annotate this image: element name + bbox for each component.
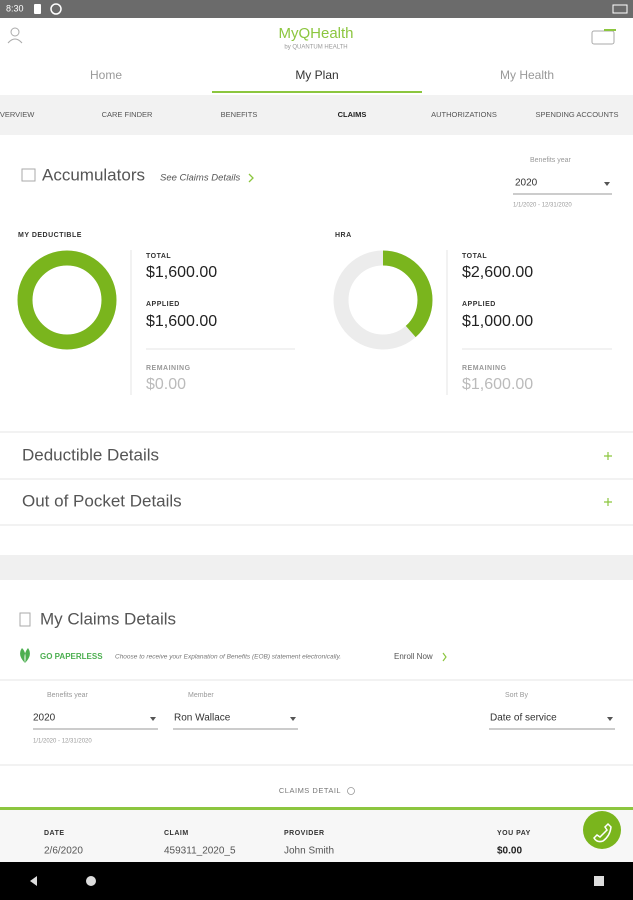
date-range: 1/1/2020 - 12/31/2020 — [513, 203, 572, 209]
table-accent — [0, 807, 633, 810]
table-header: CLAIM — [164, 830, 189, 837]
logo: MyQHealth — [278, 25, 353, 42]
claims-detail-label: CLAIMS DETAIL — [279, 786, 341, 795]
logo-sub: by QUANTUM HEALTH — [284, 45, 347, 51]
subnav-item[interactable]: OVERVIEW — [0, 110, 35, 119]
plus-icon[interactable] — [604, 452, 612, 460]
profile-icon[interactable] — [7, 27, 23, 44]
table-header: DATE — [44, 830, 65, 837]
status-bar — [0, 0, 633, 18]
home-button[interactable] — [86, 876, 96, 886]
dropdown-arrow — [150, 717, 156, 721]
tab[interactable]: My Health — [500, 68, 554, 82]
dropdown-arrow — [607, 717, 613, 721]
subnav — [0, 95, 633, 135]
amount: $1,600.00 — [146, 313, 217, 330]
leaf-icon — [20, 648, 30, 663]
donut-arc — [333, 250, 433, 350]
amount-label: TOTAL — [146, 253, 171, 260]
amount: $2,600.00 — [462, 264, 533, 281]
table-cell: 2/6/2020 — [44, 846, 83, 857]
battery-icon — [612, 4, 628, 14]
table-cell: 459311_2020_5 — [164, 846, 236, 857]
select-value[interactable]: 2020 — [515, 178, 538, 189]
select-value[interactable]: 2020 — [33, 713, 56, 724]
paperless-text: Choose to receive your Explanation of Be… — [115, 654, 341, 661]
field-label: Sort By — [505, 692, 528, 699]
paperless-label: GO PAPERLESS — [40, 652, 103, 661]
amount: $1,600.00 — [462, 376, 533, 393]
field-label: Benefits year — [47, 692, 89, 699]
field-label: Benefits year — [530, 157, 572, 164]
card-label: HRA — [335, 232, 352, 239]
amount: $1,000.00 — [462, 313, 533, 330]
amount-label: APPLIED — [146, 301, 180, 308]
amount: $0.00 — [146, 376, 186, 393]
status-icon — [34, 4, 41, 14]
subnav-item[interactable]: BENEFITS — [221, 110, 258, 119]
status-time: 8:30 — [6, 3, 24, 13]
subnav-item-active[interactable]: CLAIMS — [338, 110, 367, 119]
dropdown-arrow — [604, 182, 610, 186]
amount-label: REMAINING — [146, 365, 191, 372]
tab-indicator — [212, 91, 422, 93]
table-header: YOU PAY — [497, 830, 531, 837]
date-range: 1/1/2020 - 12/31/2020 — [33, 739, 92, 745]
section-title: My Claims Details — [40, 609, 176, 628]
tab-active[interactable]: My Plan — [295, 68, 338, 82]
amount: $1,600.00 — [146, 264, 217, 281]
expander[interactable]: Deductible Details — [22, 445, 159, 464]
amount-label: TOTAL — [462, 253, 487, 260]
message-icon[interactable] — [591, 29, 616, 45]
expander[interactable]: Out of Pocket Details — [22, 491, 182, 510]
back-button[interactable] — [30, 876, 37, 886]
section-title: Accumulators — [42, 165, 145, 184]
amount-label: REMAINING — [462, 365, 507, 372]
amount-label: APPLIED — [462, 301, 496, 308]
spacer-band — [0, 555, 633, 580]
subnav-item[interactable]: AUTHORIZATIONS — [431, 110, 497, 119]
call-button[interactable] — [583, 811, 621, 849]
plus-icon[interactable] — [604, 498, 612, 506]
table — [0, 810, 633, 862]
donut-arc — [17, 250, 117, 350]
table-header: PROVIDER — [284, 830, 325, 837]
section-icon — [19, 612, 31, 627]
subnav-item[interactable]: CARE FINDER — [102, 110, 153, 119]
nav-bar — [0, 862, 633, 900]
chevron — [442, 652, 447, 662]
table-cell: $0.00 — [497, 846, 522, 857]
link[interactable]: See Claims Details — [160, 173, 240, 184]
field-label: Member — [188, 692, 214, 699]
select-value[interactable]: Ron Wallace — [174, 713, 231, 724]
card-label: MY DEDUCTIBLE — [18, 232, 82, 239]
select-value[interactable]: Date of service — [490, 713, 557, 724]
table-cell: John Smith — [284, 846, 334, 857]
status-icon — [50, 3, 62, 15]
subnav-item[interactable]: SPENDING ACCOUNTS — [536, 110, 619, 119]
link[interactable]: Enroll Now — [394, 652, 433, 661]
section-icon — [21, 168, 36, 182]
chevron — [248, 173, 254, 183]
recents-button[interactable] — [594, 876, 604, 886]
info-icon[interactable] — [347, 787, 355, 795]
tab[interactable]: Home — [90, 68, 122, 82]
dropdown-arrow — [290, 717, 296, 721]
